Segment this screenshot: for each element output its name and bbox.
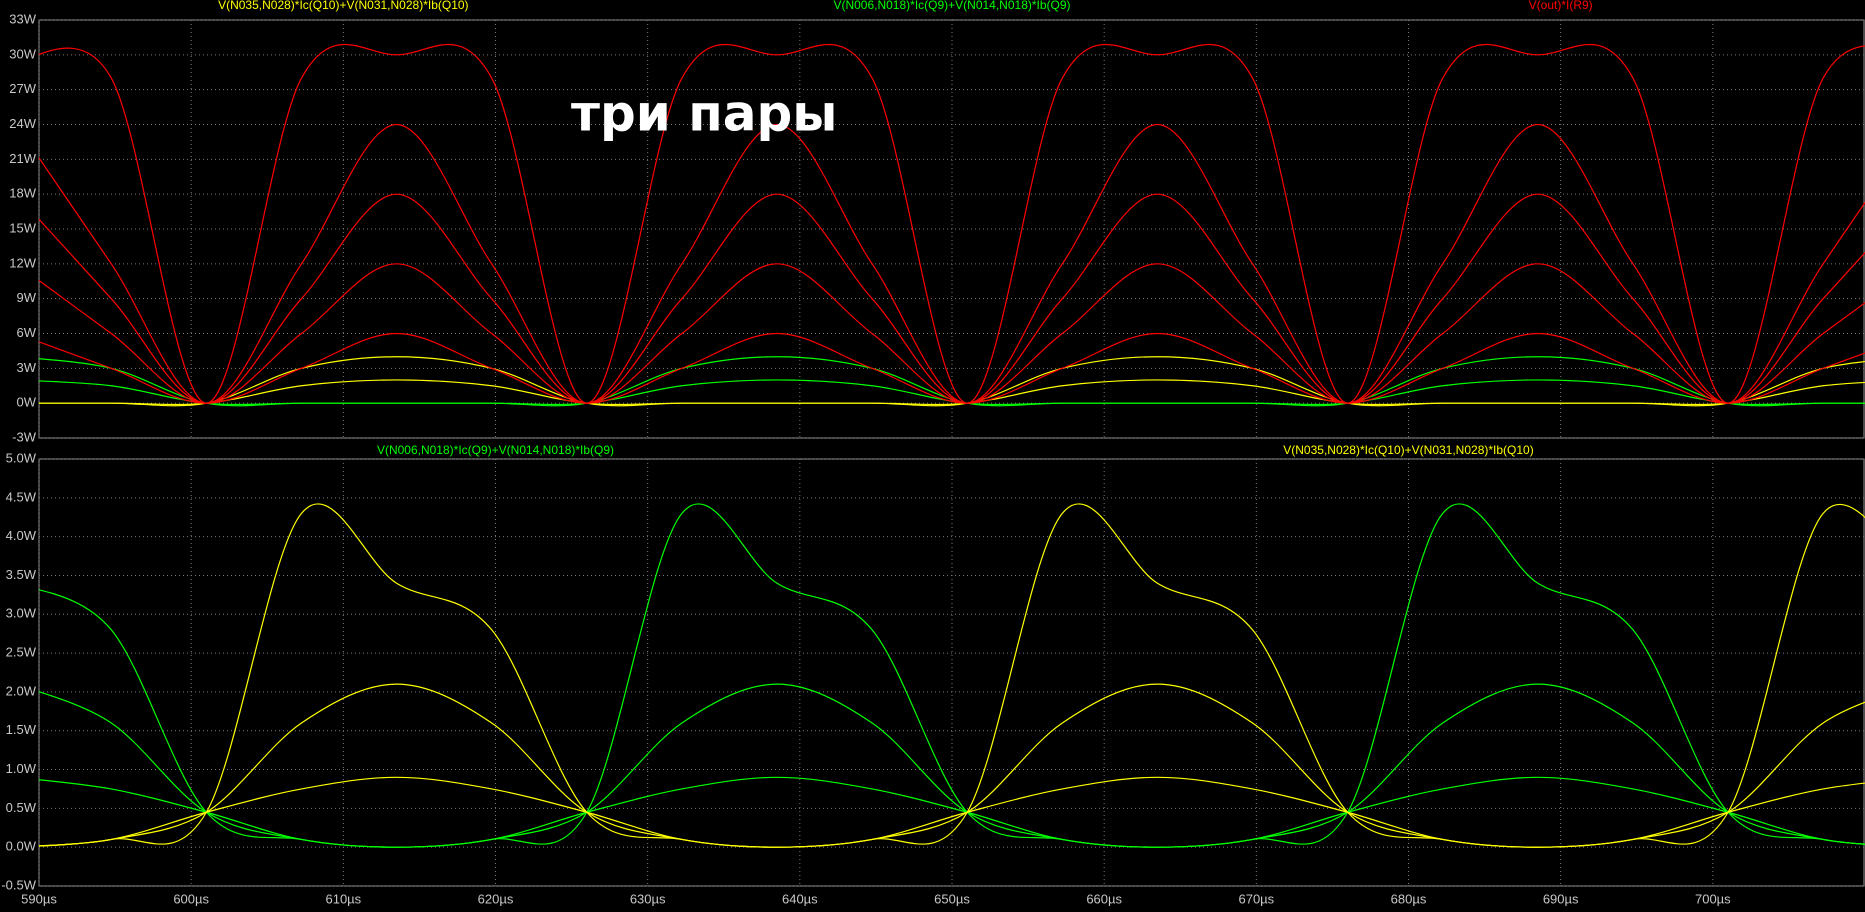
y-tick-label: 0.0W xyxy=(6,839,37,854)
trace xyxy=(39,503,1865,848)
x-tick-label: 690µs xyxy=(1543,891,1579,906)
plot-pane: -3W 0W 3W 6W 9W 12W 15W 18W 21W 24W 27W 30W 33W V(N03… xyxy=(9,0,1865,444)
legend-entry: V(N035,N028)*Ic(Q10)+V(N031,N028)*Ib(Q10… xyxy=(1283,443,1533,457)
x-tick-label: 610µs xyxy=(325,891,361,906)
y-tick-label: 21W xyxy=(9,151,36,166)
y-tick-label: 9W xyxy=(17,290,37,305)
y-tick-label: 1.5W xyxy=(6,722,37,737)
y-tick-label: 6W xyxy=(17,325,37,340)
y-tick-label: 30W xyxy=(9,46,36,61)
y-tick-label: 0.5W xyxy=(6,800,37,815)
y-tick-label: 2.5W xyxy=(6,645,37,660)
y-tick-label: 2.0W xyxy=(6,683,37,698)
x-tick-label: 670µs xyxy=(1238,891,1274,906)
y-tick-label: 3.0W xyxy=(6,606,37,621)
y-tick-label: 3.5W xyxy=(6,567,37,582)
legend-entry: V(N006,N018)*Ic(Q9)+V(N014,N018)*Ib(Q9) xyxy=(377,443,614,457)
traces xyxy=(39,43,1865,407)
x-tick-label: 650µs xyxy=(934,891,970,906)
x-tick-label: 620µs xyxy=(478,891,514,906)
x-tick-label: 680µs xyxy=(1391,891,1427,906)
x-tick-label: 630µs xyxy=(630,891,666,906)
legend-entry: V(N006,N018)*Ic(Q9)+V(N014,N018)*Ib(Q9) xyxy=(833,0,1070,12)
x-tick-label: 600µs xyxy=(173,891,209,906)
annotation: три пары xyxy=(571,85,838,143)
y-tick-label: 15W xyxy=(9,220,36,235)
plot-pane: -0.5W 0.0W 0.5W 1.0W 1.5W 2.0W 2.5W 3.0W 3.5W 4.0… xyxy=(1,443,1865,906)
y-tick-label: 24W xyxy=(9,116,36,131)
legend-entry: V(out)*I(R9) xyxy=(1529,0,1593,12)
y-tick-label: -0.5W xyxy=(1,877,36,892)
x-tick-label: 700µs xyxy=(1695,891,1731,906)
y-tick-label: 3W xyxy=(17,360,37,375)
y-tick-label: 18W xyxy=(9,186,36,201)
y-tick-label: 12W xyxy=(9,255,36,270)
legend-entry: V(N035,N028)*Ic(Q10)+V(N031,N028)*Ib(Q10… xyxy=(218,0,468,12)
y-tick-label: 4.0W xyxy=(6,528,37,543)
x-tick-label: 640µs xyxy=(782,891,818,906)
y-tick-label: 5.0W xyxy=(6,450,37,465)
trace xyxy=(39,503,1865,848)
traces xyxy=(39,503,1865,848)
y-tick-label: 0W xyxy=(17,395,37,410)
y-tick-label: -3W xyxy=(12,429,37,444)
y-tick-label: 1.0W xyxy=(6,761,37,776)
x-tick-label: 590µs xyxy=(21,891,57,906)
trace xyxy=(39,43,1865,404)
y-tick-label: 4.5W xyxy=(6,489,37,504)
y-tick-label: 33W xyxy=(9,11,36,26)
y-tick-label: 27W xyxy=(9,81,36,96)
x-tick-label: 660µs xyxy=(1086,891,1122,906)
